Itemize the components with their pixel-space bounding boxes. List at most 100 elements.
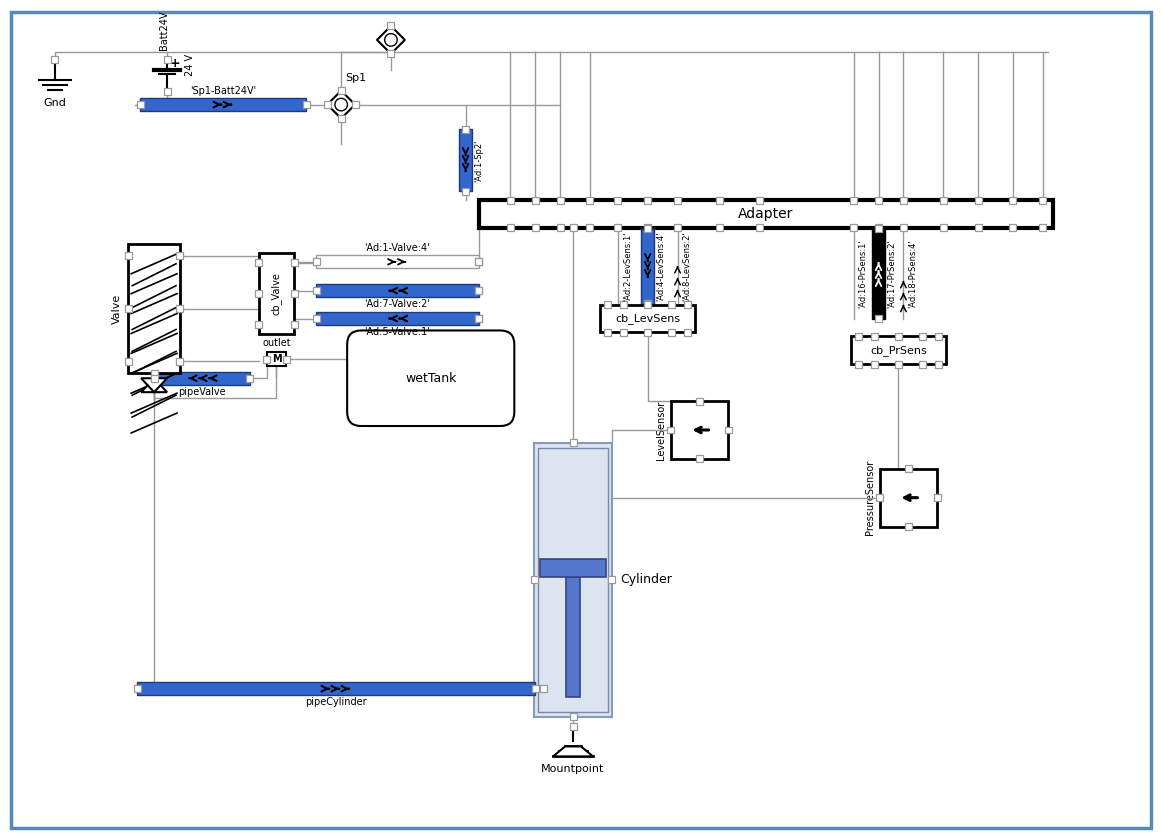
Bar [905,466,912,472]
Bar [934,494,941,501]
Bar [644,301,651,308]
Text: Batt24V: Batt24V [159,10,168,50]
Bar [532,196,539,204]
Bar [151,375,158,382]
Text: 'Sp1-Batt24V': 'Sp1-Batt24V' [191,86,257,96]
Bar [475,258,482,265]
Bar [475,288,482,294]
Text: Cylinder: Cylinder [619,573,672,586]
Bar [875,225,882,232]
Text: 'Ad:2-LevSens:1': 'Ad:2-LevSens:1' [623,232,632,301]
Bar [716,225,723,232]
Bar [507,196,514,204]
Bar [290,321,297,328]
Bar [684,329,691,336]
Text: outlet: outlet [263,339,290,349]
Bar [128,244,180,373]
Bar [51,56,58,64]
Bar [1039,225,1046,232]
Bar [387,23,394,29]
Bar [875,315,882,322]
Polygon shape [141,378,167,392]
Bar [940,225,947,232]
Bar [256,321,263,328]
Bar [352,101,359,108]
Text: ▶: ▶ [285,356,289,362]
Bar [668,301,675,308]
Bar [137,682,536,696]
Bar [324,101,331,108]
Bar [338,115,345,122]
Bar [1010,196,1017,204]
Bar [475,258,482,265]
Text: Sp1: Sp1 [345,73,366,83]
Bar [164,88,171,95]
Bar [124,305,131,312]
Bar [313,258,320,265]
Bar [919,333,926,340]
Text: PressureSensor: PressureSensor [865,460,875,535]
Text: LevelSensor: LevelSensor [655,400,666,460]
Bar [532,225,539,232]
Bar [303,101,310,108]
Bar [872,333,878,340]
Bar [263,356,270,363]
Bar [855,361,862,368]
Bar [851,336,946,364]
Circle shape [335,99,347,111]
Text: cb_LevSens: cb_LevSens [615,314,680,324]
Bar [475,288,482,294]
Bar [535,443,612,716]
Bar [644,329,651,336]
Text: 'Ad:17-PrSens:2': 'Ad:17-PrSens:2' [887,239,896,308]
Bar [569,713,576,720]
Text: Adapter: Adapter [738,207,794,221]
Bar [668,329,675,336]
Text: wetTank: wetTank [406,372,457,385]
Bar [880,469,938,527]
Bar [934,333,941,340]
Bar [462,187,469,195]
Bar [316,284,479,297]
Bar [569,225,576,232]
Bar [895,361,902,368]
Bar [539,686,546,692]
Bar [755,196,762,204]
Bar [975,196,982,204]
Bar [177,252,184,259]
Text: pipeCylinder: pipeCylinder [306,697,367,707]
Bar [644,225,651,232]
Bar [641,229,654,303]
Bar [905,523,912,530]
Bar [566,578,580,696]
Bar [670,401,729,459]
Bar [164,56,171,64]
Text: Valve: Valve [113,293,122,324]
Text: 'Ad:4-LevSens:4': 'Ad:4-LevSens:4' [657,232,665,301]
Bar [895,333,902,340]
Bar [851,196,858,204]
Bar [313,288,320,294]
Circle shape [385,33,397,46]
Text: 'Ad:8-LevSens:2': 'Ad:8-LevSens:2' [682,232,691,301]
Bar [644,196,651,204]
Bar [557,196,564,204]
Bar [872,229,885,319]
Text: 'Ad:16-PrSens:1': 'Ad:16-PrSens:1' [859,239,868,308]
Bar [1010,225,1017,232]
Bar [644,300,651,307]
Bar [155,372,250,385]
Text: pipeValve: pipeValve [178,387,225,397]
Bar [246,375,253,382]
Bar [557,225,564,232]
Bar [899,196,906,204]
Text: Mountpoint: Mountpoint [541,764,604,774]
Bar [475,315,482,322]
Bar [600,304,695,333]
Bar [919,361,926,368]
Text: +: + [170,58,180,70]
Bar [266,352,287,366]
Bar [716,196,723,204]
Bar [141,98,307,111]
Bar [975,225,982,232]
